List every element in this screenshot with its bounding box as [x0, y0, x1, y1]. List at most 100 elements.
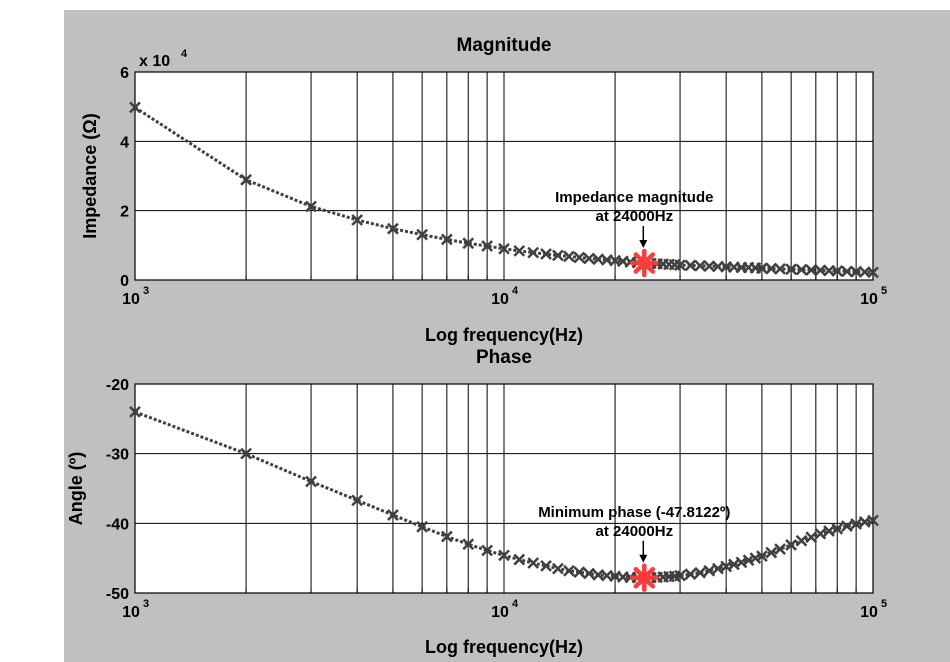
marker-stroke [742, 554, 755, 567]
marker-stroke [841, 265, 853, 278]
data-point-marker [540, 559, 552, 572]
marker-stroke [351, 214, 364, 226]
y-tick-label: 6 [120, 65, 129, 82]
marker-stroke [240, 447, 252, 460]
marker-stroke [527, 246, 540, 259]
annotation-line2: at 24000Hz [596, 208, 674, 225]
marker-stroke [805, 531, 818, 544]
highlight-marker [630, 563, 659, 593]
marker-stroke [867, 514, 879, 527]
data-point-marker [867, 514, 879, 527]
data-point-marker [573, 566, 586, 578]
x-tick-label: 10 [491, 604, 509, 621]
marker-stroke [513, 244, 526, 257]
plot-frame [134, 383, 874, 594]
marker-stroke [756, 262, 768, 275]
marker-stroke [795, 534, 808, 547]
data-point-marker [749, 552, 762, 565]
marker-stroke [583, 567, 595, 580]
marker-stroke [440, 233, 453, 246]
marker-stroke [498, 242, 510, 255]
data-point-marker [563, 250, 575, 263]
data-point-marker [305, 200, 317, 213]
data-point-marker [481, 240, 493, 252]
marker-stroke [684, 259, 697, 272]
y-multiplier-label: x 10 [139, 53, 170, 70]
x-tick-exponent: 4 [512, 598, 519, 610]
marker-stroke [735, 556, 748, 569]
data-point-marker [416, 228, 429, 241]
x-tick-exponent: 3 [143, 598, 149, 610]
x-tick-label: 10 [491, 291, 509, 308]
annotation-line2: at 24000Hz [596, 523, 674, 540]
data-point-marker [841, 265, 853, 278]
data-point-marker [785, 539, 798, 551]
data-point-marker [805, 264, 818, 276]
marker-stroke [823, 525, 835, 537]
marker-stroke [462, 237, 475, 250]
marker-stroke [462, 538, 475, 551]
marker-stroke [774, 543, 786, 555]
marker-stroke [440, 530, 453, 543]
data-point-marker [814, 527, 827, 540]
marker-stroke [351, 494, 364, 507]
data-point-marker [527, 557, 540, 569]
data-point-marker [573, 251, 586, 264]
y-tick-label: -30 [106, 447, 129, 464]
data-point-marker [684, 568, 697, 581]
x-tick-exponent: 3 [143, 285, 149, 297]
y-axis-label: Angle (º) [66, 452, 86, 526]
y-tick-label: -40 [106, 516, 129, 533]
x-tick-exponent: 4 [512, 285, 519, 297]
y-tick-label: -50 [106, 586, 129, 603]
data-point-marker [694, 566, 706, 579]
marker-stroke [805, 264, 818, 276]
marker-stroke [540, 559, 552, 572]
marker-stroke [552, 249, 564, 262]
marker-stroke [795, 263, 808, 276]
highlight-stroke [633, 567, 656, 589]
data-point-marker [765, 546, 778, 559]
marker-stroke [387, 222, 399, 235]
marker-stroke [850, 518, 862, 530]
data-point-marker [785, 263, 798, 276]
marker-stroke [703, 564, 716, 577]
data-point-marker [527, 246, 540, 259]
marker-stroke [573, 566, 586, 578]
marker-stroke [765, 262, 778, 275]
data-point-marker [831, 523, 844, 535]
annotation-arrow-head [639, 240, 648, 249]
marker-stroke [513, 553, 526, 566]
chart-title: Phase [476, 347, 532, 368]
data-point-marker [774, 543, 786, 555]
y-tick-label: 2 [120, 204, 129, 221]
marker-stroke [416, 228, 429, 241]
figure-window: 0 2 4 6 10 3 10 4 10 5 Magnitude Log frequency(Hz) I… [64, 10, 950, 662]
marker-stroke [749, 552, 762, 565]
data-point-marker [583, 252, 595, 265]
y-tick-label: 4 [120, 134, 129, 151]
x-tick-label: 10 [860, 291, 878, 308]
y-tick-label: -20 [106, 377, 129, 394]
marker-stroke [563, 564, 575, 577]
data-point-marker [805, 531, 818, 544]
marker-stroke [305, 200, 317, 213]
data-point-marker [440, 233, 453, 246]
data-point-marker [481, 544, 493, 557]
data-point-marker [756, 262, 768, 275]
annotation-arrow-head [639, 554, 648, 563]
data-point-marker [498, 549, 510, 562]
data-point-marker [563, 564, 575, 577]
marker-stroke [481, 544, 493, 557]
data-point-marker [774, 263, 786, 275]
marker-stroke [674, 259, 686, 271]
y-axis-label: Impedance (Ω) [80, 113, 100, 238]
chart-title: Magnitude [457, 35, 552, 56]
marker-stroke [831, 265, 844, 277]
data-point-marker [867, 266, 879, 279]
series-line [134, 410, 874, 580]
data-point-marker [742, 554, 755, 567]
